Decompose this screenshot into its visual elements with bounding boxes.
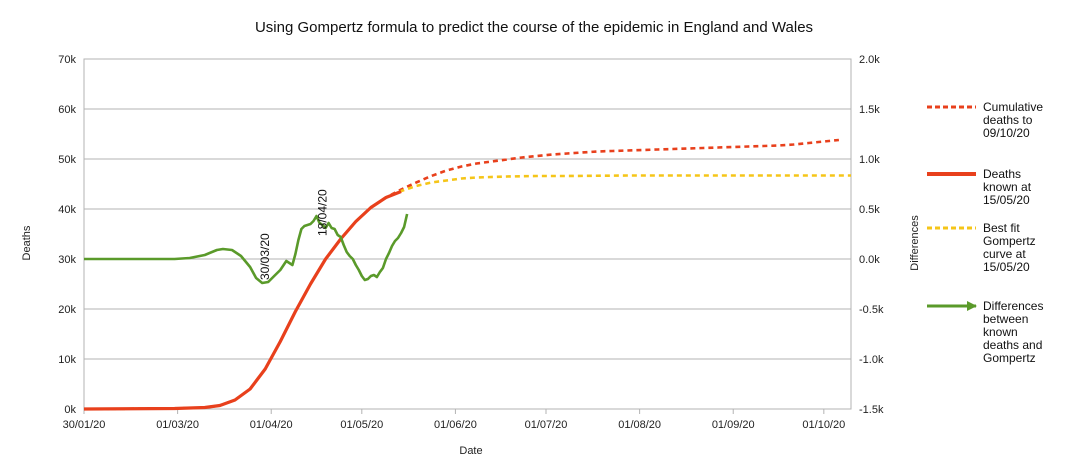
left-tick-label: 10k xyxy=(58,354,76,366)
x-tick-label: 01/09/20 xyxy=(712,419,755,431)
left-tick-label: 0k xyxy=(64,404,76,416)
x-tick-label: 01/07/20 xyxy=(525,419,568,431)
x-tick-label: 01/05/20 xyxy=(340,419,383,431)
series-layer xyxy=(83,138,851,411)
right-tick-label: -0.5k xyxy=(859,304,884,316)
left-axis-ticks: 0k 10k 20k 30k 40k 50k 60k 70k xyxy=(58,54,76,416)
date-annotation: 30/03/20 xyxy=(258,233,272,280)
x-tick-label: 01/03/20 xyxy=(156,419,199,431)
legend-arrow-marker xyxy=(967,301,977,311)
left-tick-label: 40k xyxy=(58,204,76,216)
left-tick-label: 30k xyxy=(58,254,76,266)
right-tick-label: 1.5k xyxy=(859,104,880,116)
legend-label: Differences between known deaths and Gompert… xyxy=(983,299,1043,365)
right-axis-title: Differences xyxy=(909,215,921,271)
x-tick-label: 01/04/20 xyxy=(250,419,293,431)
series-line-3 xyxy=(84,213,409,285)
right-axis-ticks: -1.5k -1.0k -0.5k 0.0k 0.5k 1.0k 1.5k 2.0k xyxy=(859,54,884,416)
x-axis-ticks: 30/01/20 01/03/20 01/04/20 01/05/20 01/06/20… xyxy=(63,409,845,431)
left-axis-title: Deaths xyxy=(21,225,33,260)
x-axis-title: Date xyxy=(459,445,482,457)
gridlines xyxy=(84,58,851,410)
x-tick-label: 30/01/20 xyxy=(63,419,106,431)
right-tick-label: 0.0k xyxy=(859,254,880,266)
left-tick-label: 60k xyxy=(58,104,76,116)
date-annotation: 18/04/20 xyxy=(316,189,330,236)
left-tick-label: 70k xyxy=(58,54,76,66)
right-tick-label: 1.0k xyxy=(859,154,880,166)
legend-label: Cumulative deaths to 09/10/20 xyxy=(983,100,1043,140)
chart-title: Using Gompertz formula to predict the co… xyxy=(255,19,813,36)
series-line-0 xyxy=(83,138,840,411)
x-tick-label: 01/06/20 xyxy=(434,419,477,431)
right-tick-label: -1.5k xyxy=(859,404,884,416)
x-tick-label: 01/10/20 xyxy=(802,419,845,431)
legend-label: Deaths known at 15/05/20 xyxy=(983,167,1032,207)
plot-area xyxy=(83,58,852,410)
left-tick-label: 20k xyxy=(58,304,76,316)
x-tick-label: 01/08/20 xyxy=(618,419,661,431)
right-tick-label: -1.0k xyxy=(859,354,884,366)
right-tick-label: 0.5k xyxy=(859,204,880,216)
right-tick-label: 2.0k xyxy=(859,54,880,66)
series-line-2 xyxy=(83,174,851,411)
left-tick-label: 50k xyxy=(58,154,76,166)
series-line-1 xyxy=(83,190,402,411)
legend: Cumulative deaths to 09/10/20 Deaths known a… xyxy=(927,100,1043,365)
annotations: 30/03/20 18/04/20 xyxy=(258,189,329,280)
legend-label: Best fit Gompertz curve at 15/05/20 xyxy=(983,221,1036,274)
